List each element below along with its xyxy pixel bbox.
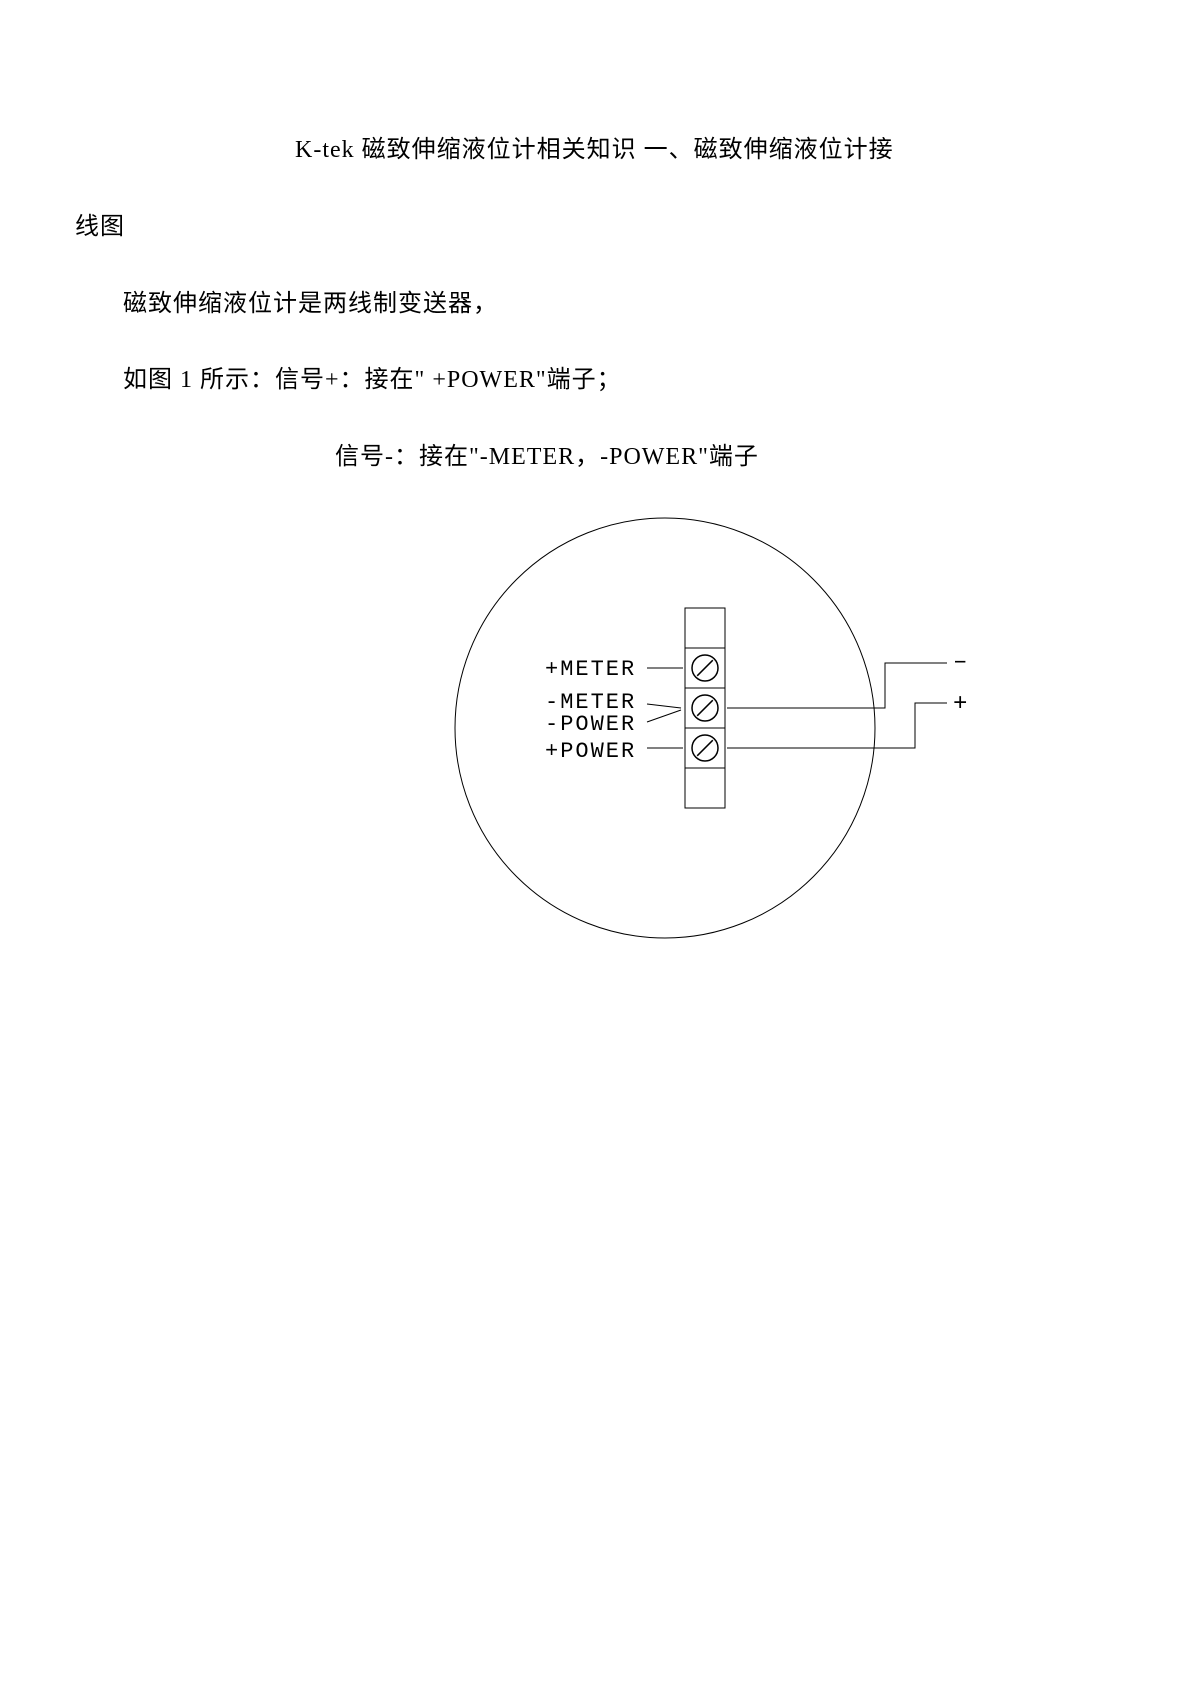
wiring-diagram-svg: +METER-METER-POWER+POWER–+ (355, 508, 1175, 948)
svg-text:+METER: +METER (545, 657, 636, 682)
paragraph-2: 如图 1 所示：信号+：接在" +POWER"端子； (75, 354, 1115, 407)
document-page: K-tek 磁致伸缩液位计相关知识 一、磁致伸缩液位计接 线图 磁致伸缩液位计是… (0, 0, 1190, 1683)
svg-text:+: + (953, 691, 967, 718)
wiring-diagram: +METER-METER-POWER+POWER–+ (75, 508, 1115, 948)
paragraph-1: 磁致伸缩液位计是两线制变送器， (75, 278, 1115, 331)
svg-text:-POWER: -POWER (545, 712, 636, 737)
svg-text:–: – (953, 649, 967, 676)
title-line-1: K-tek 磁致伸缩液位计相关知识 一、磁致伸缩液位计接 (75, 124, 1115, 177)
paragraph-3: 信号-：接在"-METER，-POWER"端子 (75, 431, 1115, 484)
svg-text:+POWER: +POWER (545, 739, 636, 764)
title-line-2: 线图 (75, 201, 1115, 254)
